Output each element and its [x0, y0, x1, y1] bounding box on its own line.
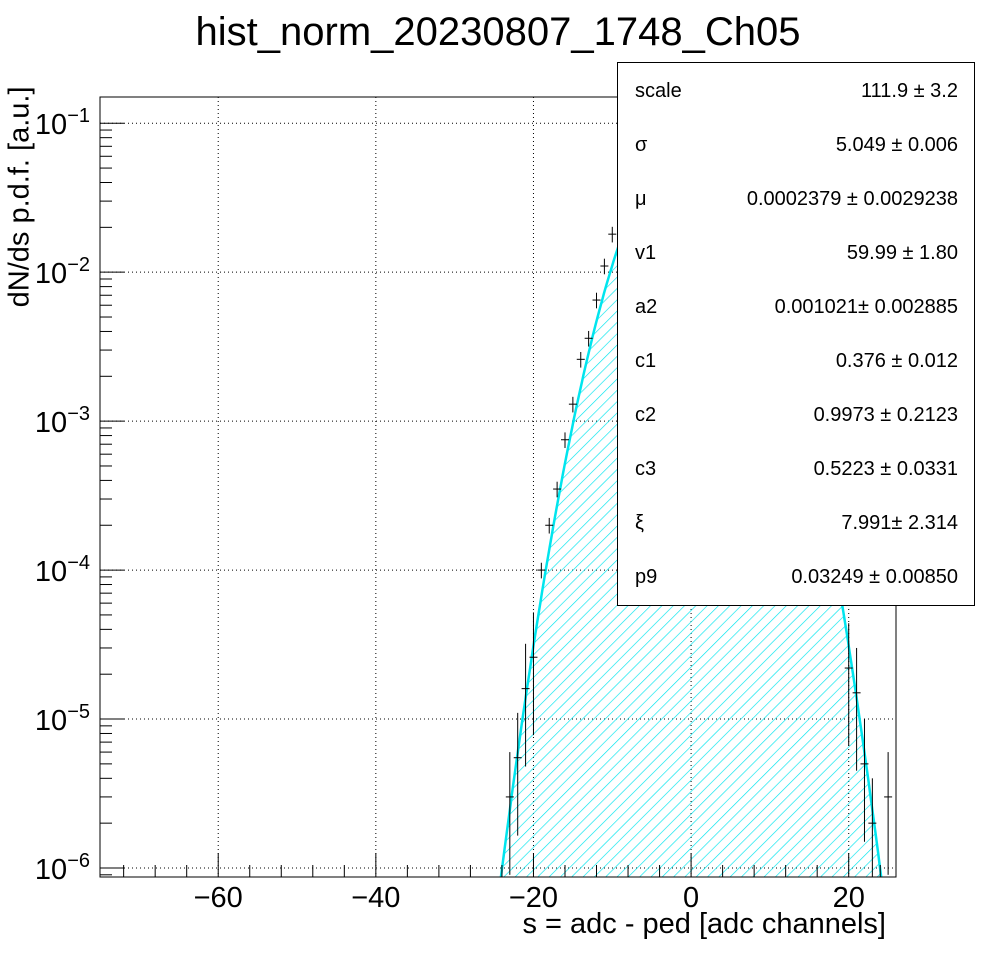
stats-value: 111.9 ± 3.2	[861, 80, 958, 102]
histogram-point	[852, 647, 861, 771]
stats-row: v1 59.99 ± 1.80	[618, 225, 974, 279]
stats-value: 0.0002379 ± 0.0029238	[746, 188, 958, 210]
y-tick-label: 10−2	[35, 254, 90, 290]
stats-key: c2	[635, 404, 657, 426]
x-tick-label: −60	[194, 882, 243, 914]
stats-value: 5.049 ± 0.006	[835, 134, 958, 156]
histogram-point	[568, 396, 577, 413]
histogram-point	[513, 712, 522, 836]
stats-row: μ 0.0002379 ± 0.0029238	[618, 171, 974, 225]
stats-key: scale	[635, 80, 682, 102]
histogram-point	[884, 752, 893, 875]
stats-key: v1	[635, 242, 657, 264]
histogram-point	[608, 226, 617, 243]
y-tick-label: 10−3	[35, 403, 90, 439]
grid-lines	[100, 97, 896, 877]
fit-parameters-box: scale 111.9 ± 3.2 σ 5.049 ± 0.006 μ 0.0002379…	[617, 62, 975, 606]
x-tick-label: −20	[509, 882, 558, 914]
histogram-point	[537, 562, 546, 579]
histogram-points-layer	[505, 226, 893, 877]
stats-value: 0.5223 ± 0.0331	[813, 458, 958, 480]
stats-key: a2	[635, 296, 658, 318]
x-tick-label: 20	[833, 882, 865, 914]
stats-row: c3 0.5223 ± 0.0331	[618, 441, 974, 495]
stats-key: p9	[635, 566, 658, 588]
y-tick-label: 10−4	[35, 552, 90, 588]
y-tick-label: 10−1	[35, 105, 90, 141]
x-axis-label: s = adc - ped [adc channels]	[522, 908, 886, 940]
stats-value: 0.376 ± 0.012	[835, 350, 958, 372]
x-tick-label: 0	[683, 882, 699, 914]
y-axis-label: dN/ds p.d.f. [a.u.]	[3, 86, 36, 308]
histogram-point	[545, 517, 554, 534]
histogram-point	[844, 623, 853, 746]
stats-value: 0.9973 ± 0.2123	[813, 404, 958, 426]
stats-key: σ	[635, 134, 648, 156]
stats-row: c2 0.9973 ± 0.2123	[618, 387, 974, 441]
stats-row: ξ 7.991± 2.314	[618, 495, 974, 549]
stats-key: c3	[635, 458, 657, 480]
histogram-point	[860, 719, 869, 842]
stats-row: σ 5.049 ± 0.006	[618, 117, 974, 171]
histogram-point	[553, 481, 562, 498]
stats-key: ξ	[635, 512, 644, 534]
histogram-point	[529, 612, 538, 736]
x-tick-label: −40	[351, 882, 400, 914]
histogram-point	[600, 258, 609, 275]
histogram-point	[560, 432, 569, 449]
histogram-point	[584, 330, 593, 347]
histogram-point	[868, 778, 877, 877]
chart-title: hist_norm_20230807_1748_Ch05	[195, 10, 801, 54]
stats-value: 7.991± 2.314	[841, 512, 958, 534]
histogram-point	[521, 643, 530, 767]
histogram-point	[576, 351, 585, 368]
stats-row: p9 0.03249 ± 0.00850	[618, 549, 974, 603]
stats-row: c1 0.376 ± 0.012	[618, 333, 974, 387]
y-tick-label: 10−5	[35, 701, 90, 737]
histogram-point	[505, 752, 514, 875]
tick-labels: −60 −40 −20 0 20 10−6 10−5 10−4 10−3 10−2 10−1	[35, 105, 865, 914]
stats-key: c1	[635, 350, 657, 372]
stats-row: a2 0.001021± 0.002885	[618, 279, 974, 333]
stats-value: 59.99 ± 1.80	[846, 242, 958, 264]
stats-row: scale 111.9 ± 3.2	[618, 63, 974, 117]
y-tick-label: 10−6	[35, 850, 90, 886]
stats-value: 0.03249 ± 0.00850	[791, 566, 958, 588]
histogram-point	[592, 292, 601, 309]
stats-key: μ	[635, 188, 647, 210]
stats-value: 0.001021± 0.002885	[774, 296, 958, 318]
